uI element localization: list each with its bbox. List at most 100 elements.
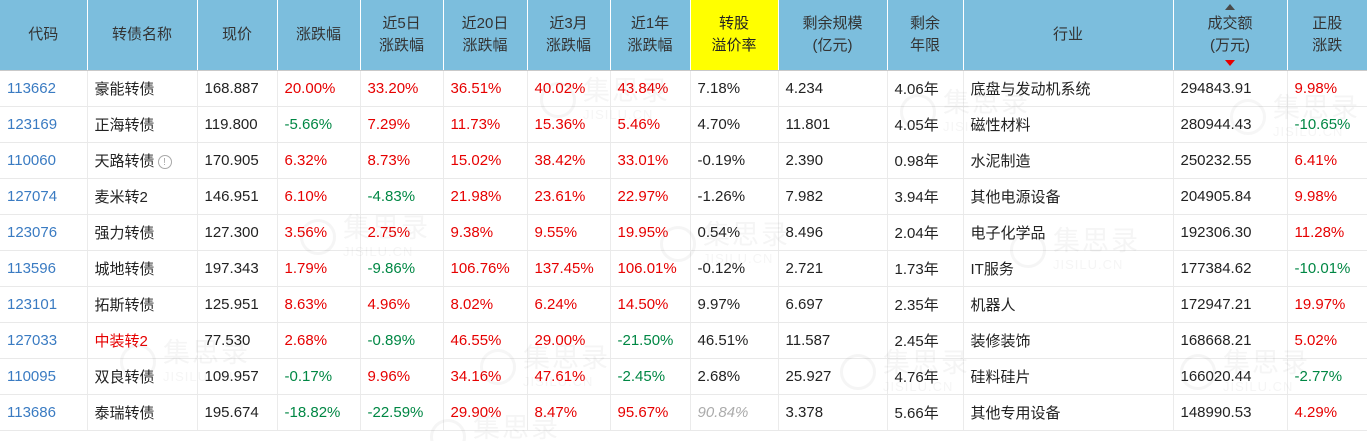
chg-value: 2.68% bbox=[284, 331, 328, 349]
col-header-premium[interactable]: 转股 溢价率 bbox=[690, 0, 779, 71]
chg3m-value: 38.42% bbox=[534, 151, 586, 169]
chg1y-value: 106.01% bbox=[617, 259, 677, 277]
cell-stock_chg: -10.65% bbox=[1287, 106, 1367, 143]
cell-name: 双良转债 bbox=[87, 358, 198, 395]
chg-value: 3.56% bbox=[284, 223, 328, 241]
years-value: 4.76年 bbox=[894, 368, 939, 386]
size-value: 11.801 bbox=[785, 115, 831, 133]
code-value[interactable]: 113686 bbox=[7, 403, 56, 421]
cell-years: 2.45年 bbox=[887, 322, 964, 359]
chg5-value: -9.86% bbox=[367, 259, 416, 277]
turnover-value: 192306.30 bbox=[1180, 223, 1252, 241]
sort-desc-icon[interactable] bbox=[1225, 59, 1235, 66]
name-value[interactable]: 城地转债 bbox=[94, 260, 155, 278]
premium-value: -1.26% bbox=[697, 187, 746, 205]
premium-value: -0.12% bbox=[697, 259, 746, 277]
code-value[interactable]: 127033 bbox=[7, 331, 58, 349]
cell-code: 123076 bbox=[0, 214, 88, 251]
industry-value: 底盘与发动机系统 bbox=[970, 80, 1091, 98]
code-value[interactable]: 110095 bbox=[7, 367, 56, 385]
cell-name: 天路转债 bbox=[87, 142, 198, 179]
col-header-chg20[interactable]: 近20日 涨跌幅 bbox=[443, 0, 528, 71]
col-header-label: 剩余 年限 bbox=[909, 14, 940, 54]
cell-industry: 其他电源设备 bbox=[963, 178, 1174, 215]
cell-stock_chg: 19.97% bbox=[1287, 286, 1367, 323]
chg20-value: 36.51% bbox=[450, 79, 502, 97]
col-header-label: 剩余规模 (亿元) bbox=[802, 14, 863, 54]
price-value: 170.905 bbox=[204, 151, 259, 169]
chg-value: -5.66% bbox=[284, 115, 333, 133]
col-header-stock_chg[interactable]: 正股 涨跌 bbox=[1287, 0, 1367, 71]
name-value[interactable]: 中装转2 bbox=[94, 332, 148, 350]
cell-price: 109.957 bbox=[197, 358, 278, 395]
cell-name: 豪能转债 bbox=[87, 70, 198, 107]
col-header-name[interactable]: 转债名称 bbox=[87, 0, 198, 71]
cell-industry: 电子化学品 bbox=[963, 214, 1174, 251]
premium-value: -0.19% bbox=[697, 151, 746, 169]
name-value[interactable]: 天路转债 bbox=[94, 152, 155, 170]
col-header-chg[interactable]: 涨跌幅 bbox=[277, 0, 361, 71]
col-header-turnover[interactable]: 成交额 (万元) bbox=[1173, 0, 1288, 71]
cell-chg1y: 5.46% bbox=[610, 106, 691, 143]
sort-asc-icon[interactable] bbox=[1225, 4, 1235, 10]
code-value[interactable]: 123076 bbox=[7, 223, 58, 241]
name-value[interactable]: 麦米转2 bbox=[94, 188, 148, 206]
cell-industry: 硅料硅片 bbox=[963, 358, 1174, 395]
table-row: 113596 城地转债 197.343 1.79% -9.86% 106.76% 137.4… bbox=[0, 250, 1367, 287]
code-value[interactable]: 123101 bbox=[7, 295, 58, 313]
cell-years: 2.04年 bbox=[887, 214, 964, 251]
col-header-label: 近5日 涨跌幅 bbox=[378, 14, 424, 54]
col-header-code[interactable]: 代码 bbox=[0, 0, 88, 71]
col-header-years[interactable]: 剩余 年限 bbox=[887, 0, 964, 71]
cell-years: 2.35年 bbox=[887, 286, 964, 323]
name-value[interactable]: 拓斯转债 bbox=[94, 296, 155, 314]
col-header-label: 转股 溢价率 bbox=[711, 14, 757, 54]
col-header-industry[interactable]: 行业 bbox=[963, 0, 1174, 71]
name-value[interactable]: 泰瑞转债 bbox=[94, 404, 155, 422]
col-header-size[interactable]: 剩余规模 (亿元) bbox=[778, 0, 888, 71]
code-value[interactable]: 113662 bbox=[7, 79, 56, 97]
cell-chg5: 4.96% bbox=[360, 286, 444, 323]
col-header-chg3m[interactable]: 近3月 涨跌幅 bbox=[527, 0, 611, 71]
cell-chg5: -4.83% bbox=[360, 178, 444, 215]
col-header-label: 行业 bbox=[1052, 25, 1083, 43]
cell-premium: -1.26% bbox=[690, 178, 779, 215]
name-value[interactable]: 双良转债 bbox=[94, 368, 155, 386]
col-header-chg1y[interactable]: 近1年 涨跌幅 bbox=[610, 0, 691, 71]
size-value: 2.721 bbox=[785, 259, 824, 277]
cell-size: 11.587 bbox=[778, 322, 888, 359]
cell-name: 正海转债 bbox=[87, 106, 198, 143]
info-icon[interactable] bbox=[157, 154, 172, 169]
cell-industry: 水泥制造 bbox=[963, 142, 1174, 179]
table-row: 110095 双良转债 109.957 -0.17% 9.96% 34.16% 47.61%… bbox=[0, 358, 1367, 395]
chg5-value: 7.29% bbox=[367, 115, 411, 133]
code-value[interactable]: 113596 bbox=[7, 259, 56, 277]
cell-chg20: 21.98% bbox=[443, 178, 528, 215]
cell-turnover: 204905.84 bbox=[1173, 178, 1288, 215]
cell-code: 113662 bbox=[0, 70, 88, 107]
cell-stock_chg: 5.02% bbox=[1287, 322, 1367, 359]
col-header-label: 成交额 (万元) bbox=[1207, 14, 1253, 54]
name-value[interactable]: 强力转债 bbox=[94, 224, 155, 242]
cell-premium: 7.18% bbox=[690, 70, 779, 107]
chg1y-value: 43.84% bbox=[617, 79, 669, 97]
industry-value: 硅料硅片 bbox=[970, 368, 1031, 386]
years-value: 0.98年 bbox=[894, 152, 939, 170]
col-header-chg5[interactable]: 近5日 涨跌幅 bbox=[360, 0, 444, 71]
cell-chg20: 8.02% bbox=[443, 286, 528, 323]
premium-value: 4.70% bbox=[697, 115, 741, 133]
cell-chg20: 29.90% bbox=[443, 394, 528, 431]
cell-chg3m: 29.00% bbox=[527, 322, 611, 359]
code-value[interactable]: 127074 bbox=[7, 187, 58, 205]
cell-chg3m: 6.24% bbox=[527, 286, 611, 323]
name-value[interactable]: 正海转债 bbox=[94, 116, 155, 134]
code-value[interactable]: 123169 bbox=[7, 115, 58, 133]
code-value[interactable]: 110060 bbox=[7, 151, 56, 169]
cell-chg1y: 22.97% bbox=[610, 178, 691, 215]
name-value[interactable]: 豪能转债 bbox=[94, 80, 155, 98]
chg20-value: 11.73% bbox=[450, 115, 501, 133]
col-header-price[interactable]: 现价 bbox=[197, 0, 278, 71]
cell-premium: 90.84% bbox=[690, 394, 779, 431]
turnover-value: 172947.21 bbox=[1180, 295, 1252, 313]
